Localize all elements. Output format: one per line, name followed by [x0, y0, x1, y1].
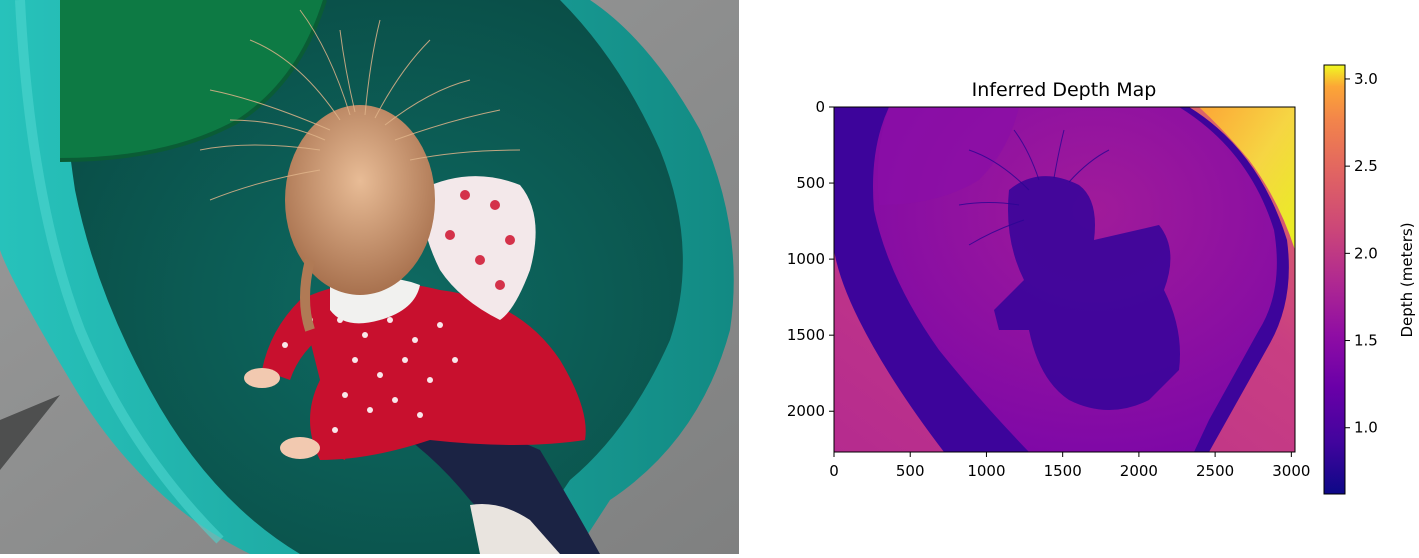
child-hand-left — [244, 368, 280, 388]
colorbar-axis: 1.0 1.5 2.0 2.5 3.0 — [1345, 70, 1378, 437]
colorbar-tick-label: 3.0 — [1354, 70, 1378, 88]
colorbar-tick-label: 1.5 — [1354, 332, 1378, 350]
x-tick-label: 0 — [829, 462, 839, 480]
colorbar-tick-label: 2.5 — [1354, 157, 1378, 175]
x-tick-label: 1500 — [1044, 462, 1082, 480]
x-tick-label: 2500 — [1196, 462, 1234, 480]
child-shoe — [470, 504, 560, 554]
child-arm-right — [310, 400, 370, 460]
depth-region-child — [994, 176, 1180, 410]
colorbar-tick-label: 1.0 — [1354, 419, 1378, 437]
x-tick-label: 1000 — [967, 462, 1005, 480]
y-axis: 0 500 1000 1500 2000 — [787, 98, 834, 420]
x-tick-label: 3000 — [1272, 462, 1310, 480]
slide-photo — [0, 0, 739, 554]
depth-map-chart: 0 500 1000 1500 2000 2500 3000 0 500 1000 1500 200… — [787, 64, 1416, 495]
y-tick-label: 0 — [815, 98, 825, 116]
photo-panel — [0, 0, 739, 554]
child-hood — [420, 176, 536, 320]
colorbar-tick-label: 2.0 — [1354, 244, 1378, 262]
shadow — [0, 395, 60, 470]
y-tick-label: 1500 — [787, 326, 825, 344]
child-pants — [380, 420, 600, 554]
child-hair — [285, 105, 435, 295]
x-tick-label: 500 — [896, 462, 925, 480]
depth-chart-panel: 0 500 1000 1500 2000 2500 3000 0 500 1000 1500 200… — [739, 0, 1419, 554]
depth-heatmap — [834, 107, 1295, 452]
depth-region-far-corner — [1199, 107, 1295, 250]
x-tick-label: 2000 — [1120, 462, 1158, 480]
colorbar — [1323, 64, 1346, 495]
x-axis: 0 500 1000 1500 2000 2500 3000 — [829, 452, 1310, 480]
child-sweater — [300, 282, 586, 460]
y-tick-label: 2000 — [787, 402, 825, 420]
colorbar-label: Depth (meters) — [1398, 222, 1416, 337]
chart-title: Inferred Depth Map — [972, 79, 1157, 101]
y-tick-label: 500 — [796, 174, 825, 192]
slide-tube — [60, 0, 325, 160]
depth-region-tube — [877, 107, 1019, 205]
child-hand-right — [280, 437, 320, 459]
y-tick-label: 1000 — [787, 250, 825, 268]
